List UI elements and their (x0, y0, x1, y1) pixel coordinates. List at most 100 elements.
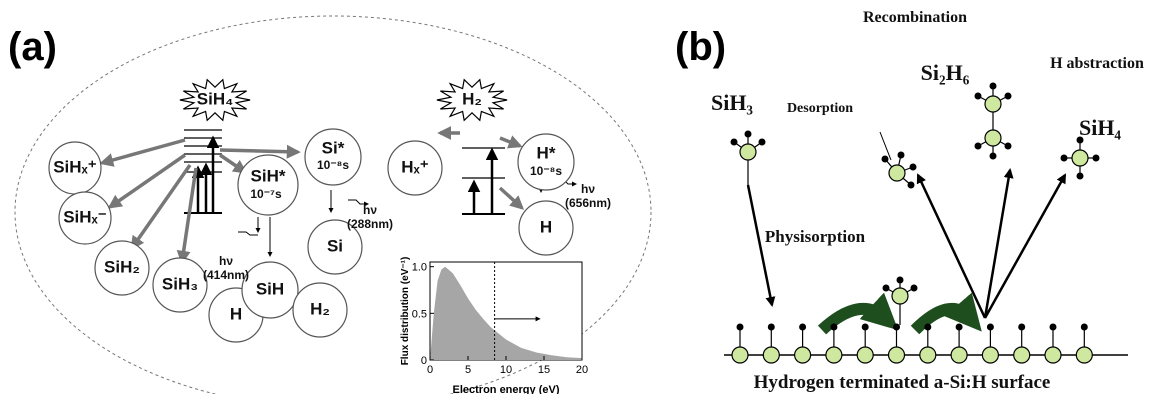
species-node (518, 200, 574, 256)
photon-label: hν (363, 203, 377, 217)
si-atom (888, 164, 906, 182)
species-node (241, 261, 299, 319)
h-atom (736, 323, 744, 331)
x-tick-label: 0 (427, 364, 433, 376)
species-label: Si (327, 236, 343, 255)
process-arrows-part (916, 173, 987, 319)
energy-levels (184, 129, 505, 215)
species-label: SiH₂ (104, 257, 140, 276)
species-node (304, 128, 362, 186)
si-atom (739, 143, 757, 161)
h-atom (924, 323, 932, 331)
h-atom (974, 142, 982, 150)
reaction-arrows-part (176, 167, 198, 265)
sources: SiH₄ H₂ (179, 78, 508, 122)
h-atom (893, 323, 900, 331)
starburst (436, 78, 508, 122)
source-label: H₂ (462, 89, 482, 108)
si-atom (1013, 346, 1031, 364)
reaction-arrows-part (498, 186, 525, 210)
si-atom (887, 346, 906, 364)
molecules (730, 82, 1100, 364)
reaction-arrows-part (107, 153, 186, 209)
h-atom (1092, 154, 1100, 162)
species-label: SiH₃ (162, 274, 198, 293)
h-atom (896, 276, 904, 284)
h-atom (799, 323, 807, 331)
h-atom (897, 151, 905, 159)
reaction-arrows-part (499, 135, 523, 149)
h-atom (955, 323, 963, 331)
lifetime-label: 10⁻⁸s (317, 158, 349, 172)
x-tick-label: 20 (576, 364, 588, 376)
h-atom (1004, 142, 1012, 150)
h-atom (1076, 172, 1084, 180)
photon-label: hν (581, 182, 595, 196)
si-atom (1075, 346, 1093, 364)
si-atom (793, 346, 812, 364)
y-tick-label: 0.5 (412, 308, 427, 320)
h-atom (1060, 154, 1068, 162)
si-atom (919, 346, 937, 364)
distribution-area (430, 266, 582, 360)
si-atom (825, 346, 843, 364)
species-label: H₂ (310, 299, 330, 318)
process-arrows-part (983, 173, 1067, 319)
species-node (237, 154, 299, 216)
h-atom (1018, 323, 1026, 331)
x-tick-label: 15 (538, 364, 550, 376)
si-atom (856, 346, 874, 364)
plasma-boundary (14, 15, 652, 394)
h-atom (758, 138, 766, 146)
pointer (879, 131, 892, 161)
si-atom (984, 95, 1002, 113)
process-arrows-part (746, 184, 776, 307)
reaction-arrows-part (348, 199, 369, 207)
species-label: SiH₃ (711, 90, 753, 115)
reaction-arrows (99, 126, 577, 265)
species-label: SiH₄ (1079, 115, 1121, 140)
h-atom (1004, 92, 1012, 100)
species-label: SiH* (251, 166, 286, 185)
surface-label: Hydrogen terminated a-Si:H surface (754, 372, 1051, 393)
reaction-arrows-part (219, 144, 301, 159)
si-atom (950, 346, 968, 364)
species-label: H* (537, 143, 556, 162)
reaction-arrows-part (238, 231, 258, 236)
species-label: Hₓ⁺ (401, 157, 429, 176)
si-atom (762, 346, 780, 364)
h-atom (1049, 323, 1057, 331)
species-node (387, 140, 443, 196)
h-atom (907, 181, 915, 189)
species-node (94, 240, 150, 296)
species: SiHₓ⁺SiHₓ⁻SiH₂SiH₃HSiH*SiHSi*SiH₂Hₓ⁺H*H1… (48, 128, 611, 343)
h-atom (767, 323, 775, 331)
h-atom (1076, 136, 1084, 144)
si-atom (731, 346, 749, 364)
species-label: SiHₓ⁺ (53, 157, 97, 176)
reaction-arrows-part (130, 163, 192, 251)
h-atom (1080, 323, 1088, 331)
panel-a: (a) SiH₄ H₂ (8, 15, 652, 394)
process-arrows (746, 168, 1067, 335)
reaction-arrows-part (219, 153, 248, 174)
source-label: SiH₄ (197, 89, 233, 108)
wavelength-label: (656nm) (565, 196, 611, 210)
lifetime-label: 10⁻⁷s (250, 187, 282, 201)
physisorption-label: Physisorption (765, 227, 866, 246)
si-atom (1044, 346, 1062, 364)
panel-label: (a) (8, 25, 57, 69)
species-node (58, 191, 112, 245)
recombination-label: Recombination (863, 9, 967, 26)
process-arrows-part (817, 292, 899, 335)
panel-label: (b) (675, 25, 726, 69)
reaction-arrows-part (99, 138, 186, 167)
h-atom (989, 82, 997, 90)
x-tick-label: 5 (465, 364, 471, 376)
species-label: Si* (322, 138, 345, 157)
h-atom (910, 284, 918, 292)
species-node (292, 282, 348, 338)
x-tick-label: 10 (500, 364, 512, 376)
si-atom (981, 346, 1000, 364)
